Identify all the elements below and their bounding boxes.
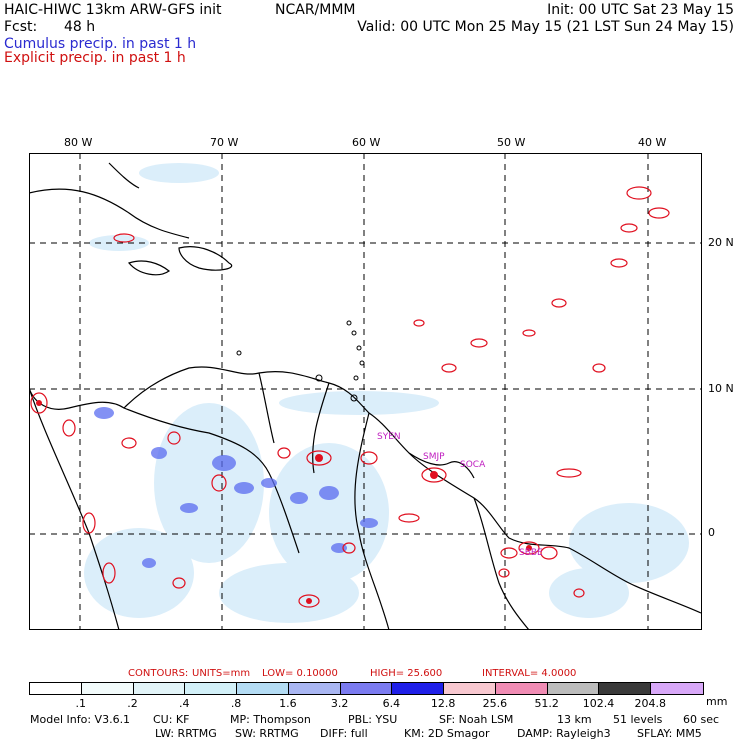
contour-interval: INTERVAL= 4.0000 [482,668,577,679]
colorbar-tick-label: 204.8 [634,697,666,710]
light-precip-area [84,163,689,623]
init-time: Init: 00 UTC Sat 23 May 15 [547,2,734,18]
model-info-timestep: 60 sec [683,713,720,726]
model-info-km: KM: 2D Smagor [404,727,490,740]
org-label: NCAR/MMM [275,2,356,18]
model-info-sw: SW: RRTMG [235,727,299,740]
model-info-levels: 51 levels [613,713,663,726]
colorbar-tick-label: .4 [179,697,190,710]
contour-low: LOW= 0.10000 [262,668,338,679]
colorbar-tick-label: 12.8 [430,697,456,710]
model-info-mp: MP: Thompson [230,713,311,726]
colorbar-swatch [81,683,134,694]
lon-label: 50 W [497,136,526,149]
model-info-version: Model Info: V3.6.1 [30,713,131,726]
colorbar-tick-label: .2 [127,697,138,710]
model-info-lw: LW: RRTMG [155,727,217,740]
lat-label: 10 N [708,382,734,395]
colorbar-tick-label: 3.2 [330,697,349,710]
model-info-sflay: SFLAY: MM5 [637,727,702,740]
colorbar-tick-label: 25.6 [482,697,508,710]
lon-label: 80 W [64,136,93,149]
colorbar-swatch [340,683,393,694]
explicit-precip-core [36,400,532,604]
station-label: SYEN [377,432,401,442]
cumulus-precip [94,407,378,568]
cumulus-legend: Cumulus precip. in past 1 h [4,36,197,52]
model-info-resolution: 13 km [557,713,592,726]
colorbar-swatch [185,683,238,694]
model-info-sf: SF: Noah LSM [439,713,514,726]
colorbar-tick-label: .1 [75,697,87,710]
lon-label: 70 W [210,136,239,149]
color-scale-bar [29,682,704,695]
colorbar-swatch [237,683,289,694]
colorbar-unit: mm [706,695,728,708]
contour-label: CONTOURS: [128,668,189,679]
precip-map [29,153,702,630]
explicit-precip [30,186,670,608]
fcst-label: Fcst: [4,19,38,35]
graticule [29,153,702,630]
colorbar-tick-label: 1.6 [279,697,297,710]
fcst-value: 48 h [64,19,96,35]
colorbar-swatch [30,683,82,694]
model-info-pbl: PBL: YSU [348,713,398,726]
model-info-diff: DIFF: full [320,727,368,740]
colorbar-tick-label: 6.4 [382,697,401,710]
colorbar-swatch [133,683,186,694]
contour-units: UNITS=mm [192,668,251,679]
colorbar-tick-label: .8 [230,697,242,710]
island [236,320,365,402]
station-label: SOCA [460,460,486,470]
station-label: SBBE [519,548,543,558]
colorbar-tick-label: 51.2 [534,697,559,710]
colorbar-tick-label: 102.4 [582,697,615,710]
colorbar-swatch [495,683,548,694]
colorbar-swatch [651,683,703,694]
station-label: SMJP [423,452,445,462]
contour-high: HIGH= 25.600 [370,668,443,679]
valid-time: Valid: 00 UTC Mon 25 May 15 (21 LST Sun … [357,19,734,35]
model-info-cu: CU: KF [153,713,190,726]
colorbar-swatch [444,683,496,694]
lat-label: 0 [708,526,715,539]
colorbar-swatch [599,683,652,694]
lon-label: 60 W [352,136,381,149]
model-title: HAIC-HIWC 13km ARW-GFS init [4,2,222,18]
colorbar-swatch [547,683,600,694]
lat-label: 20 N [708,236,734,249]
colorbar-swatch [392,683,445,694]
colorbar-swatch [288,683,341,694]
explicit-legend: Explicit precip. in past 1 h [4,50,186,66]
lon-label: 40 W [638,136,667,149]
model-info-damp: DAMP: Rayleigh3 [517,727,611,740]
